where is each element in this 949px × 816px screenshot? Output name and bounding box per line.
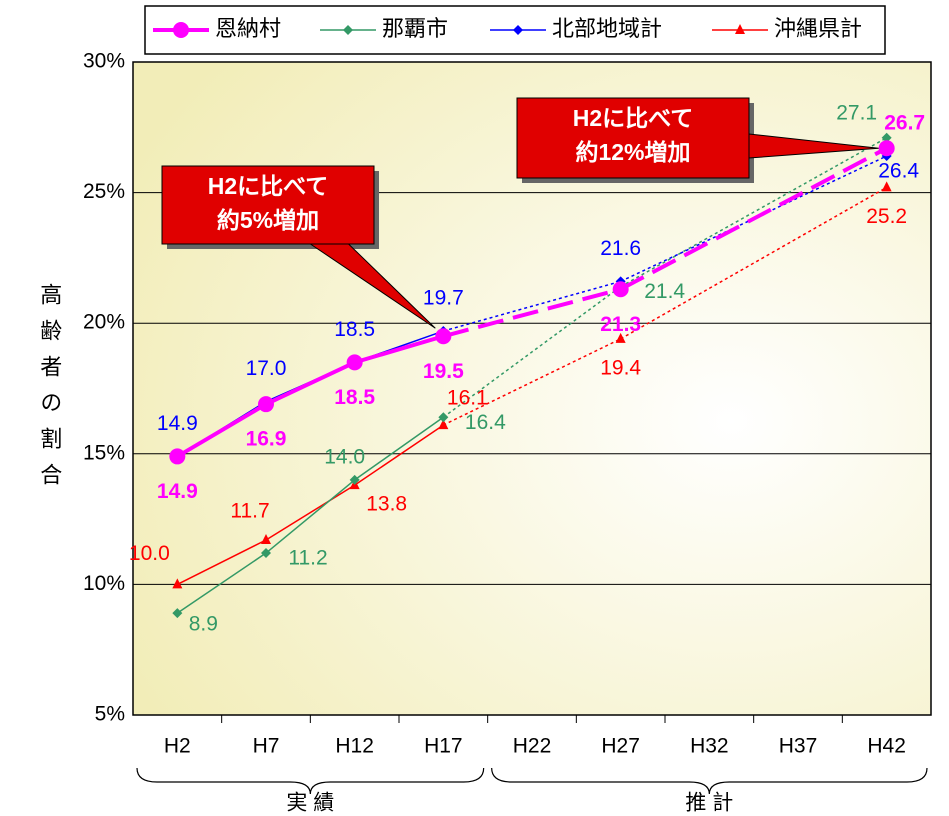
point — [349, 474, 360, 485]
point — [435, 328, 452, 345]
y-tick-label: 20% — [83, 311, 125, 334]
point — [881, 181, 892, 192]
y-tick-label: 30% — [83, 50, 125, 73]
point — [615, 332, 626, 343]
legend-label: 恩納村 — [215, 16, 281, 41]
x-tick-label: H17 — [424, 735, 463, 758]
callout-text: 約12%増加 — [575, 139, 690, 165]
point — [438, 419, 449, 430]
data-label: 17.0 — [246, 357, 287, 380]
series-line — [176, 402, 268, 459]
data-label: 21.3 — [600, 313, 641, 336]
plot-border — [132, 61, 932, 716]
point — [438, 412, 449, 423]
callout-text: H2に比べて — [573, 105, 693, 131]
x-tick-label: H12 — [335, 735, 374, 758]
period-label: 実 績 — [286, 792, 334, 815]
data-label: 25.2 — [866, 205, 907, 228]
data-label: 16.1 — [447, 387, 488, 410]
callout-text: H2に比べて — [208, 173, 328, 199]
point — [612, 281, 629, 298]
period-label: 推 計 — [685, 792, 733, 815]
data-label: 14.0 — [324, 445, 365, 468]
y-tick-label: 15% — [83, 441, 125, 464]
x-tick-label: H27 — [601, 735, 640, 758]
data-label: 19.5 — [423, 360, 464, 383]
point — [172, 608, 183, 619]
point — [258, 396, 274, 413]
legend-label: 那覇市 — [382, 16, 448, 41]
point — [169, 448, 186, 465]
point — [172, 578, 183, 589]
series-line — [442, 286, 622, 418]
point — [261, 533, 271, 544]
data-label: 18.5 — [334, 318, 375, 341]
y-tick-label: 5% — [95, 703, 125, 726]
data-label: 11.2 — [288, 547, 327, 570]
y-axis-label: 高齢者の割合 — [37, 283, 62, 499]
x-tick-label: H37 — [779, 735, 818, 758]
series-line — [354, 334, 444, 365]
data-label: 19.4 — [600, 356, 641, 379]
data-label: 8.9 — [189, 613, 218, 636]
series-line — [620, 155, 887, 283]
point — [261, 548, 271, 559]
series-line — [442, 287, 622, 339]
series-line — [265, 360, 356, 406]
period-brace — [136, 767, 485, 795]
data-label: 18.5 — [334, 386, 375, 409]
x-tick-label: H42 — [867, 735, 906, 758]
data-label: 21.6 — [600, 237, 641, 260]
series-line — [265, 479, 356, 554]
y-tick-label: 25% — [83, 180, 125, 203]
callout-box — [516, 97, 750, 179]
point — [346, 354, 363, 371]
y-tick-label: 10% — [83, 572, 125, 595]
series-line — [176, 552, 267, 614]
legend-marker — [173, 22, 189, 38]
callout-box — [161, 165, 375, 245]
legend-label: 北部地域計 — [552, 16, 662, 41]
data-label: 14.9 — [157, 412, 198, 435]
series-line — [265, 484, 356, 541]
series-line — [443, 338, 621, 426]
series-line — [176, 539, 267, 586]
data-label: 16.9 — [246, 428, 287, 451]
x-tick-label: H7 — [253, 735, 280, 758]
callout-text: 約5%増加 — [217, 207, 319, 233]
series-line — [443, 280, 621, 332]
data-label: 10.0 — [129, 542, 170, 565]
data-label: 21.4 — [644, 280, 685, 303]
point — [881, 132, 892, 143]
point — [878, 140, 895, 157]
data-label: 26.4 — [878, 160, 919, 183]
x-tick-label: H32 — [690, 735, 729, 758]
legend-label: 沖縄県計 — [774, 16, 862, 41]
series-line — [354, 416, 444, 481]
data-label: 14.9 — [157, 480, 198, 503]
data-label: 26.7 — [884, 112, 925, 135]
series-line — [354, 424, 444, 486]
legend-marker — [343, 25, 353, 35]
series-line — [619, 146, 888, 292]
series-line — [620, 137, 888, 288]
x-tick-label: H2 — [164, 735, 191, 758]
period-brace — [491, 767, 928, 795]
legend-marker — [735, 24, 745, 34]
data-label: 19.7 — [423, 287, 464, 310]
data-label: 13.8 — [366, 493, 407, 516]
data-label: 11.7 — [230, 500, 269, 523]
data-label: 16.4 — [465, 411, 506, 434]
data-label: 27.1 — [836, 101, 877, 124]
x-tick-label: H22 — [513, 735, 552, 758]
legend-marker — [513, 25, 523, 35]
